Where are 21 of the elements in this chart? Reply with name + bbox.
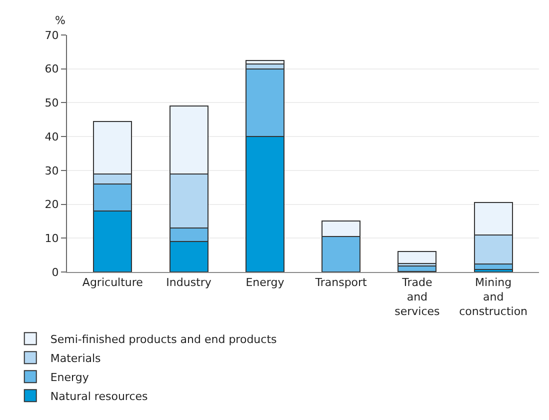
y-tick-label: 60	[44, 62, 59, 76]
y-tick-label: 70	[44, 28, 59, 42]
x-tick-label: Industry	[166, 276, 212, 290]
legend-label: Materials	[50, 352, 102, 365]
y-tick-label: 50	[44, 96, 59, 110]
x-tick-label: Agriculture	[82, 276, 144, 290]
x-tick-label: Energy	[246, 276, 285, 290]
y-tick-label: 20	[44, 198, 59, 212]
legend-label: Semi-finished products and end products	[50, 332, 278, 346]
legend-label: Natural resources	[50, 390, 148, 403]
legend-label: Energy	[50, 370, 90, 384]
y-tick-label: 40	[44, 130, 59, 144]
x-tick-label: Mining and construction	[459, 276, 528, 318]
x-tick-label: Transport	[314, 276, 368, 290]
y-axis-title: %	[55, 14, 66, 27]
x-tick-label: Trade and services	[394, 276, 440, 318]
y-tick-label: 10	[44, 232, 59, 245]
bar	[398, 266, 437, 272]
y-tick-label: 30	[44, 164, 59, 178]
y-tick-label: 0	[52, 266, 59, 279]
bar	[398, 250, 437, 264]
